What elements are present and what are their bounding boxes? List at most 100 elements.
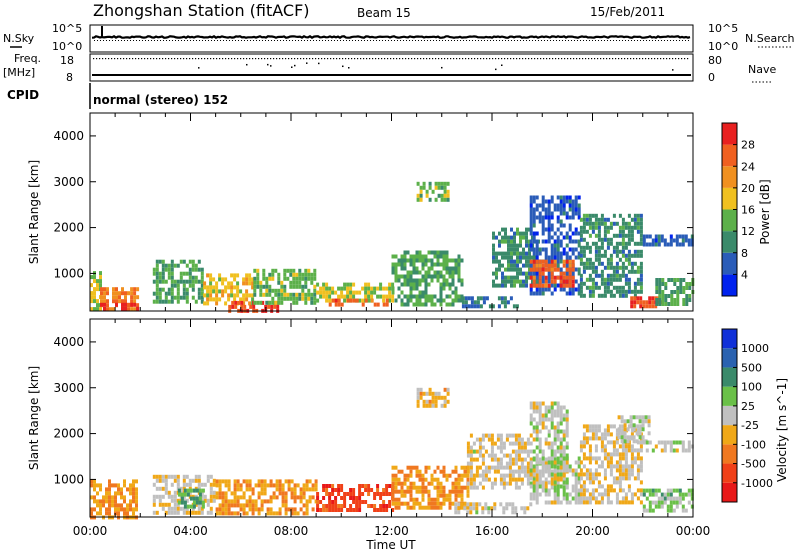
nave-dot (516, 58, 518, 60)
heatmap-cell (657, 496, 661, 501)
heatmap-cell (562, 251, 566, 256)
heatmap-cell (230, 511, 234, 516)
heatmap-cell (516, 259, 519, 264)
heatmap-cell (562, 492, 566, 497)
heatmap-cell (630, 472, 634, 477)
heatmap-cell (585, 500, 589, 505)
heatmap-cell (307, 272, 311, 277)
heatmap-cell (517, 445, 521, 450)
heatmap-cell (597, 233, 601, 238)
heatmap-cell (577, 287, 581, 292)
heatmap-cell (606, 464, 610, 469)
heatmap-cell (115, 291, 118, 296)
heatmap-cell (442, 473, 446, 478)
colorbar-tick-label: 28 (741, 139, 755, 152)
heatmap-cell (603, 448, 607, 453)
heatmap-cell (609, 281, 613, 286)
heatmap-cell (433, 254, 437, 259)
heatmap-cell (508, 461, 512, 466)
heatmap-cell (513, 239, 516, 244)
heatmap-cell (209, 289, 213, 294)
heatmap-cell (418, 294, 422, 299)
heatmap-cell (158, 271, 162, 276)
nsearch-dot (616, 40, 617, 41)
heatmap-cell (630, 496, 634, 501)
heatmap-cell (553, 259, 557, 264)
heatmap-cell (177, 500, 181, 505)
heatmap-cell (106, 287, 109, 292)
heatmap-cell (292, 284, 296, 289)
heatmap-cell (574, 484, 578, 489)
heatmap-cell (660, 448, 664, 453)
heatmap-cell (510, 227, 513, 232)
heatmap-cell (621, 269, 625, 274)
heatmap-cell (517, 465, 521, 470)
heatmap-cell (618, 225, 622, 230)
heatmap-cell (627, 221, 631, 226)
heatmap-cell (600, 241, 604, 246)
heatmap-cell (547, 239, 551, 244)
heatmap-cell (397, 501, 401, 506)
heatmap-cell (99, 499, 102, 504)
heatmap-cell (615, 253, 619, 258)
heatmap-cell (627, 249, 631, 254)
nave-dot (270, 58, 272, 60)
heatmap-cell (559, 287, 563, 292)
heatmap-cell (180, 500, 184, 505)
nsearch-dot (637, 40, 638, 41)
nave-dot (423, 58, 425, 60)
heatmap-cell (481, 457, 485, 462)
heatmap-cell (553, 429, 557, 434)
heatmap-cell (218, 297, 222, 302)
heatmap-cell (283, 288, 287, 293)
heatmap-cell (256, 280, 260, 285)
heatmap-cell (152, 482, 156, 487)
heatmap-cell (591, 424, 595, 429)
heatmap-cell (161, 267, 165, 272)
heatmap-cell (612, 277, 616, 282)
heatmap-cell (434, 197, 438, 202)
heatmap-cell (400, 262, 404, 267)
heatmap-cell (412, 254, 416, 259)
heatmap-cell (164, 482, 168, 487)
heatmap-cell (253, 280, 257, 285)
heatmap-cell (93, 291, 96, 296)
heatmap-cell (528, 259, 531, 264)
heatmap-cell (349, 294, 353, 299)
nsearch-dot (151, 40, 152, 41)
heatmap-cell (206, 297, 210, 302)
heatmap-cell (281, 495, 285, 500)
heatmap-cell (630, 269, 634, 274)
heatmap-cell (562, 283, 566, 288)
heatmap-cell (298, 276, 302, 281)
heatmap-cell (544, 227, 548, 232)
heatmap-cell (266, 499, 270, 504)
heatmap-cell (319, 294, 323, 299)
heatmap-cell (304, 292, 308, 297)
heatmap-cell (445, 477, 449, 482)
nave-dot (432, 58, 434, 60)
heatmap-cell (346, 508, 350, 512)
heatmap-cell (681, 496, 685, 501)
heatmap-cell (501, 275, 504, 280)
heatmap-cell (427, 274, 431, 279)
heatmap-cell (523, 473, 527, 478)
heatmap-cell (239, 487, 243, 492)
heatmap-cell (274, 288, 278, 293)
heatmap-cell (355, 504, 359, 508)
heatmap-cell (90, 507, 93, 512)
heatmap-cell (523, 510, 527, 515)
heatmap-cell (624, 492, 628, 497)
heatmap-cell (379, 492, 383, 496)
heatmap-cell (337, 302, 341, 307)
heatmap-cell (553, 287, 557, 292)
heatmap-cell (224, 277, 228, 282)
heatmap-cell (463, 485, 467, 490)
heatmap-cell (337, 286, 341, 291)
heatmap-cell (254, 507, 258, 512)
heatmap-cell (687, 238, 691, 243)
heatmap-cell (577, 472, 581, 477)
heatmap-cell (582, 265, 586, 270)
nave-dot (366, 58, 368, 60)
